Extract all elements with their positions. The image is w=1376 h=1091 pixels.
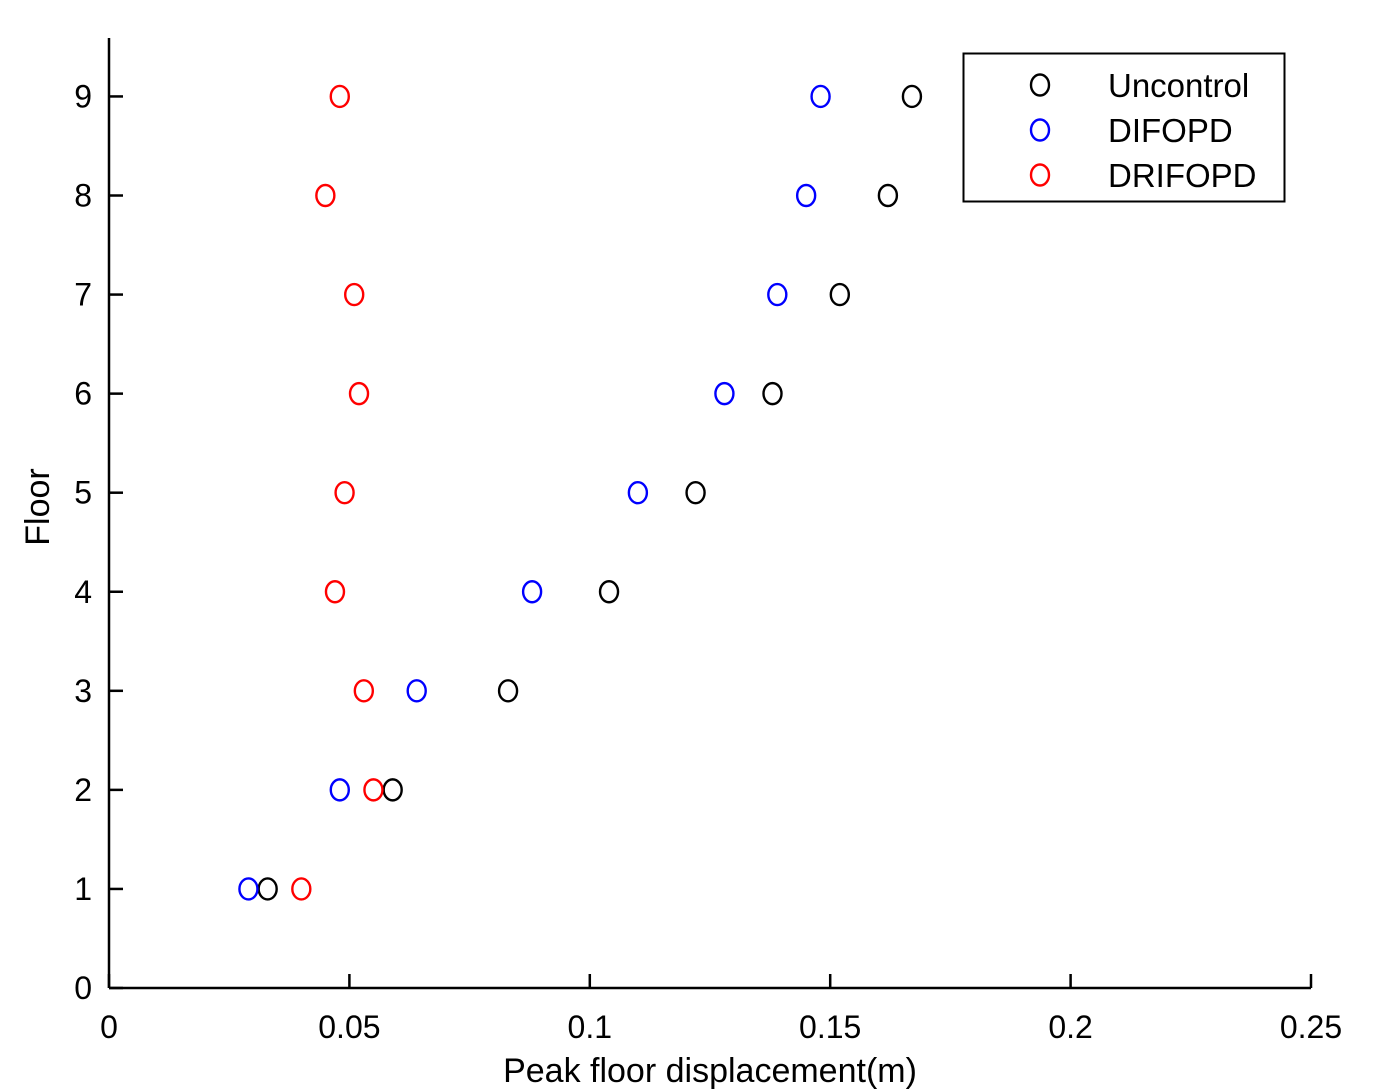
data-point-drifopd-floor-9 <box>329 84 350 109</box>
data-point-uncontrol-floor-9 <box>901 84 923 109</box>
data-point-difopd-floor-9 <box>810 84 831 109</box>
y-tick-label: 7 <box>74 277 92 313</box>
data-point-drifopd-floor-5 <box>334 480 355 505</box>
x-axis-title: Peak floor displacement(m) <box>503 1052 917 1090</box>
x-tick-label: 0.25 <box>1280 1009 1342 1045</box>
data-point-uncontrol-floor-5 <box>685 480 706 505</box>
y-tick-label: 8 <box>74 178 92 214</box>
data-point-uncontrol-floor-2 <box>382 778 403 802</box>
data-point-uncontrol-floor-8 <box>877 183 899 208</box>
data-point-difopd-floor-3 <box>406 679 427 703</box>
data-point-difopd-floor-2 <box>329 778 350 802</box>
legend-marker-uncontrol-icon <box>1029 73 1051 97</box>
legend-box <box>962 52 1286 203</box>
data-point-difopd-floor-5 <box>627 480 649 505</box>
x-tick-label: 0.15 <box>799 1009 861 1045</box>
y-tick-label: 9 <box>74 78 92 114</box>
x-tick-label: 0.05 <box>318 1009 380 1045</box>
data-point-difopd-floor-1 <box>238 877 259 901</box>
y-tick-label: 0 <box>74 970 92 1006</box>
data-point-drifopd-floor-4 <box>324 580 346 604</box>
data-point-uncontrol-floor-4 <box>598 580 620 604</box>
x-tick-label: 0 <box>100 1009 118 1045</box>
y-tick-label: 6 <box>74 376 92 412</box>
data-point-uncontrol-floor-6 <box>762 381 783 406</box>
y-tick-label: 4 <box>74 574 92 610</box>
data-point-difopd-floor-7 <box>767 282 788 307</box>
data-point-difopd-floor-8 <box>795 183 817 208</box>
data-point-uncontrol-floor-3 <box>497 679 519 703</box>
y-tick-label: 1 <box>74 871 92 907</box>
legend-marker-drifopd-icon <box>1029 163 1051 187</box>
y-tick-label: 2 <box>74 772 92 808</box>
data-point-difopd-floor-4 <box>521 580 543 604</box>
y-tick-label: 5 <box>74 475 92 511</box>
x-tick-label: 0.2 <box>1048 1009 1092 1045</box>
data-point-drifopd-floor-7 <box>344 282 365 307</box>
legend-marker-difopd-icon <box>1029 118 1051 142</box>
data-point-uncontrol-floor-7 <box>829 282 851 307</box>
data-point-drifopd-floor-6 <box>348 381 370 406</box>
data-point-drifopd-floor-2 <box>363 778 384 802</box>
data-point-drifopd-floor-3 <box>353 679 375 703</box>
y-axis-title: Floor <box>19 468 57 546</box>
data-point-uncontrol-floor-1 <box>257 877 278 901</box>
legend-label-difopd: DIFOPD <box>1108 112 1233 149</box>
data-point-drifopd-floor-1 <box>291 877 312 901</box>
legend-label-uncontrol: Uncontrol <box>1108 67 1249 104</box>
data-point-drifopd-floor-8 <box>315 183 336 208</box>
x-tick-label: 0.1 <box>568 1009 612 1045</box>
legend-label-drifopd: DRIFOPD <box>1108 157 1257 194</box>
y-tick-label: 3 <box>74 673 92 709</box>
data-point-difopd-floor-6 <box>714 381 735 406</box>
